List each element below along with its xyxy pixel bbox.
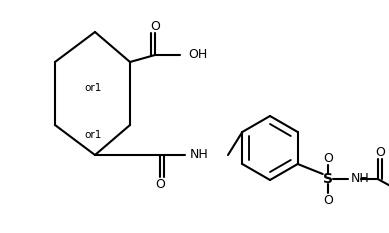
Text: S: S: [323, 172, 333, 186]
Text: NH: NH: [351, 172, 370, 185]
Text: OH: OH: [188, 48, 207, 62]
Text: O: O: [375, 145, 385, 158]
Text: or1: or1: [84, 83, 102, 93]
Text: O: O: [150, 21, 160, 34]
Text: or1: or1: [84, 130, 102, 140]
Text: O: O: [155, 178, 165, 191]
Text: NH: NH: [190, 148, 209, 161]
Text: O: O: [323, 193, 333, 206]
Text: O: O: [323, 151, 333, 164]
